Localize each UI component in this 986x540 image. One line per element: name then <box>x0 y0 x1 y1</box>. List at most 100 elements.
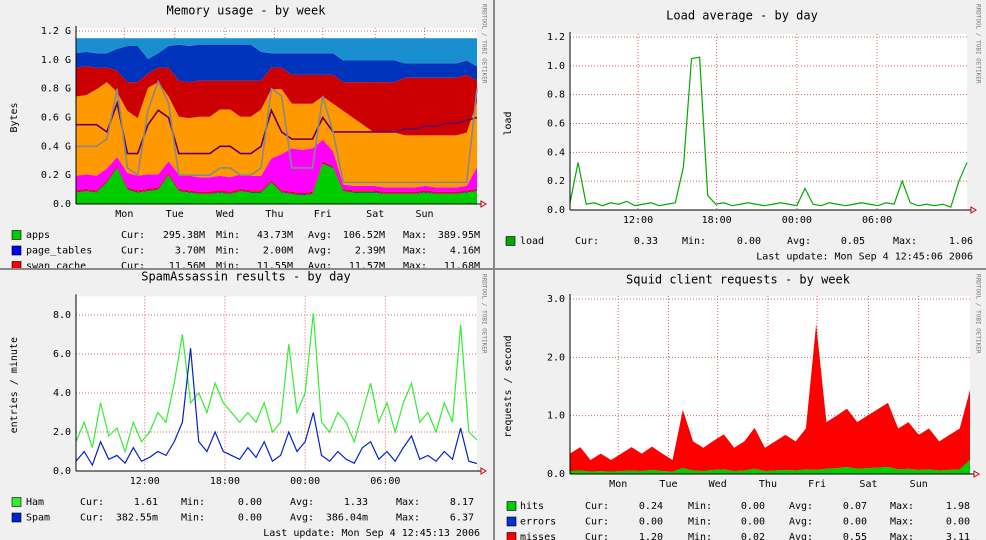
stat-value: 43.73M <box>257 230 293 241</box>
stat-label: Min: <box>682 236 706 247</box>
x-tick-label: 12:00 <box>623 215 653 226</box>
stat-value: 1.61 <box>134 497 158 508</box>
watermark: RRDTOOL / TOBI OETIKER <box>481 274 488 354</box>
stat-value: 1.98 <box>946 501 970 512</box>
stat-label: Avg: <box>308 230 332 241</box>
y-tick-label: 0.6 G <box>41 113 71 124</box>
area <box>76 163 477 204</box>
y-tick-label: 3.0 <box>547 294 565 305</box>
legend-swatch <box>11 497 22 507</box>
y-tick-label: 0.2 <box>547 176 565 187</box>
legend-name: Spam <box>26 513 50 524</box>
stat-label: Min: <box>688 517 712 528</box>
stat-value: 0.05 <box>841 236 865 247</box>
legend-swatch <box>506 516 517 527</box>
last-update: Last update: Mon Sep 4 12:45:13 2006 <box>263 528 480 539</box>
line <box>76 79 478 184</box>
y-tick-label: 0.8 <box>547 90 565 101</box>
stat-value: 11.57M <box>349 261 385 272</box>
stat-value: 3.70M <box>175 246 205 257</box>
area <box>76 139 477 194</box>
squid-panel: Squid client requests - by week requests … <box>495 270 986 540</box>
stat-value: 2.00M <box>263 246 293 257</box>
stat-label: Max: <box>396 513 420 524</box>
stat-value: 0.00 <box>737 236 761 247</box>
x-tick-label: Tue <box>166 209 184 220</box>
stat-value: 1.06 <box>949 236 973 247</box>
y-tick-label: 8.0 <box>53 310 71 321</box>
stat-label: Min: <box>216 230 240 241</box>
stat-value: 0.00 <box>238 497 262 508</box>
stat-label: Cur: <box>121 246 145 257</box>
stat-label: Avg: <box>290 513 314 524</box>
stat-label: Max: <box>890 501 914 512</box>
y-axis-label: entries / minute <box>9 337 20 433</box>
x-tick-label: Thu <box>759 479 777 490</box>
x-tick-label: Tue <box>659 479 677 490</box>
y-tick-label: 1.2 <box>547 32 565 43</box>
y-tick-label: 1.0 <box>547 61 565 72</box>
stat-label: Max: <box>403 230 427 241</box>
y-tick-label: 2.0 <box>547 352 565 363</box>
stat-value: 386.04m <box>326 513 368 524</box>
x-tick-label: Fri <box>314 209 332 220</box>
stat-label: Cur: <box>575 236 599 247</box>
x-tick-label: 06:00 <box>862 215 892 226</box>
stat-label: Avg: <box>789 532 813 540</box>
y-tick-label: 0.0 <box>53 199 71 210</box>
x-tick-label: Sun <box>910 479 928 490</box>
y-tick-label: 6.0 <box>53 349 71 360</box>
plot-area <box>570 34 967 210</box>
axis-arrow <box>480 467 487 475</box>
y-tick-label: 0.0 <box>547 469 565 480</box>
legend-swatch <box>505 236 516 246</box>
stat-value: 0.33 <box>634 236 658 247</box>
y-tick-label: 0.0 <box>53 466 71 477</box>
stat-value: 0.00 <box>639 517 663 528</box>
stat-label: Min: <box>181 497 205 508</box>
stat-value: 0.24 <box>639 501 663 512</box>
x-tick-label: 18:00 <box>210 476 240 487</box>
legend-name: misses <box>520 532 556 540</box>
stat-label: Max: <box>403 246 427 257</box>
plot-area <box>76 296 477 471</box>
y-tick-label: 0.2 G <box>41 170 71 181</box>
stat-label: Cur: <box>80 497 104 508</box>
legend-swatch <box>11 512 22 523</box>
x-tick-label: Thu <box>265 209 283 220</box>
y-tick-label: 4.0 <box>53 388 71 399</box>
area <box>76 66 477 136</box>
legend-swatch <box>506 501 517 511</box>
stat-value: 0.00 <box>741 517 765 528</box>
stat-value: 11.68M <box>444 261 480 272</box>
legend-name: apps <box>26 230 50 241</box>
stat-value: 295.38M <box>163 230 205 241</box>
chart-title: SpamAssassin results - by day <box>141 270 351 284</box>
stat-label: Cur: <box>585 501 609 512</box>
y-tick-label: 0.4 G <box>41 141 71 152</box>
stat-value: 389.95M <box>438 230 480 241</box>
watermark: RRDTOOL / TOBI OETIKER <box>975 4 982 84</box>
axis-arrow <box>480 200 487 208</box>
stat-label: Cur: <box>585 517 609 528</box>
line <box>569 56 968 208</box>
stat-label: Max: <box>893 236 917 247</box>
x-tick-label: Wed <box>709 479 727 490</box>
line <box>75 312 478 454</box>
x-tick-label: Mon <box>609 479 627 490</box>
stat-value: 11.56M <box>169 261 205 272</box>
stat-value: 0.02 <box>741 532 765 540</box>
chart-title: Load average - by day <box>666 9 818 23</box>
legend-swatch <box>11 245 22 256</box>
stat-label: Avg: <box>290 497 314 508</box>
stat-label: Cur: <box>585 532 609 540</box>
stat-label: Cur: <box>80 513 104 524</box>
stat-value: 11.55M <box>257 261 293 272</box>
y-tick-label: 1.0 G <box>41 55 71 66</box>
stat-value: 8.17 <box>450 497 474 508</box>
x-tick-label: Sat <box>366 209 384 220</box>
x-tick-label: Sun <box>416 209 434 220</box>
area <box>570 460 970 474</box>
stat-label: Cur: <box>121 261 145 272</box>
